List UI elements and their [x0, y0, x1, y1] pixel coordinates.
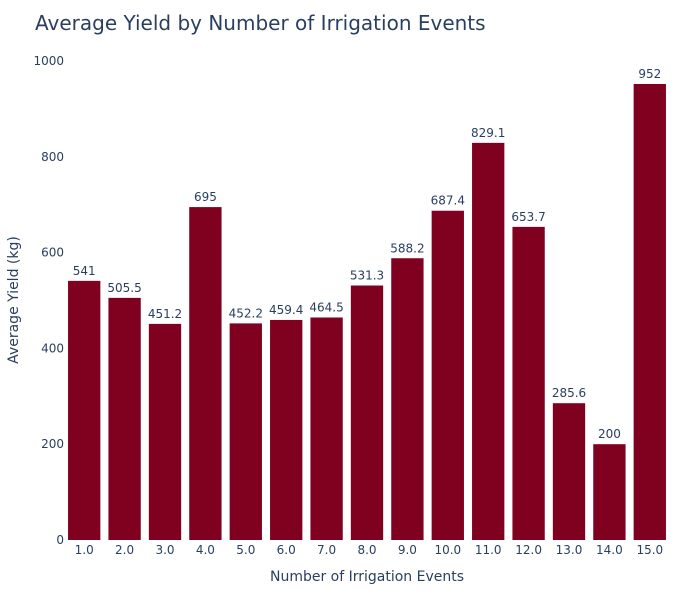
y-axis: 0 200 400 600 800 1000 [33, 54, 64, 547]
data-labels: 541 505.5 451.2 695 452.2 459.4 464.5 531.3 588.… [73, 67, 662, 441]
y-tick-label: 400 [41, 341, 64, 355]
bar-value-label: 687.4 [431, 194, 465, 208]
bar-value-label: 451.2 [148, 307, 182, 321]
x-tick-label: 13.0 [556, 543, 583, 557]
bar [633, 83, 666, 540]
bar [68, 280, 101, 540]
x-tick-label: 15.0 [636, 543, 663, 557]
x-axis: 1.0 2.0 3.0 4.0 5.0 6.0 7.0 8.0 9.0 10.0 11.0 12.0 1… [75, 543, 664, 557]
bar-value-label: 695 [194, 190, 217, 204]
bar [148, 323, 182, 540]
x-tick-label: 7.0 [317, 543, 336, 557]
bar-value-label: 653.7 [511, 210, 545, 224]
bar-value-label: 285.6 [552, 386, 586, 400]
y-tick-label: 200 [41, 437, 64, 451]
x-tick-label: 10.0 [434, 543, 461, 557]
bar [270, 319, 303, 540]
bar [472, 142, 505, 541]
x-tick-label: 8.0 [357, 543, 376, 557]
bar [431, 210, 464, 540]
bar [593, 444, 626, 540]
bar-value-label: 952 [638, 67, 661, 81]
x-tick-label: 14.0 [596, 543, 623, 557]
x-tick-label: 12.0 [515, 543, 542, 557]
bar [350, 285, 384, 540]
bar [552, 403, 586, 540]
bar-value-label: 459.4 [269, 303, 303, 317]
x-tick-label: 2.0 [115, 543, 134, 557]
y-tick-label: 0 [56, 533, 64, 547]
bar [108, 297, 141, 540]
bar-value-label: 464.5 [309, 301, 343, 315]
bar-value-label: 505.5 [107, 281, 141, 295]
bar [189, 207, 222, 540]
x-tick-label: 6.0 [277, 543, 296, 557]
bar-value-label: 200 [598, 427, 621, 441]
y-tick-label: 1000 [33, 54, 64, 68]
x-tick-label: 5.0 [236, 543, 255, 557]
bar-value-label: 541 [73, 264, 96, 278]
bar-value-label: 829.1 [471, 126, 505, 140]
bar-series [68, 83, 666, 541]
x-tick-label: 3.0 [155, 543, 174, 557]
x-tick-label: 1.0 [75, 543, 94, 557]
bar [310, 317, 343, 540]
bar-value-label: 531.3 [350, 269, 384, 283]
y-axis-title: Average Yield (kg) [6, 236, 22, 364]
x-tick-label: 11.0 [475, 543, 502, 557]
bar-value-label: 452.2 [229, 306, 263, 320]
x-tick-label: 4.0 [196, 543, 215, 557]
y-tick-label: 800 [41, 150, 64, 164]
bar-value-label: 588.2 [390, 241, 424, 255]
y-tick-label: 600 [41, 246, 64, 260]
bar [512, 226, 545, 541]
x-axis-title: Number of Irrigation Events [270, 569, 464, 585]
chart-title: Average Yield by Number of Irrigation Ev… [35, 11, 486, 35]
bar [229, 323, 262, 540]
x-tick-label: 9.0 [398, 543, 417, 557]
bar [391, 258, 424, 540]
